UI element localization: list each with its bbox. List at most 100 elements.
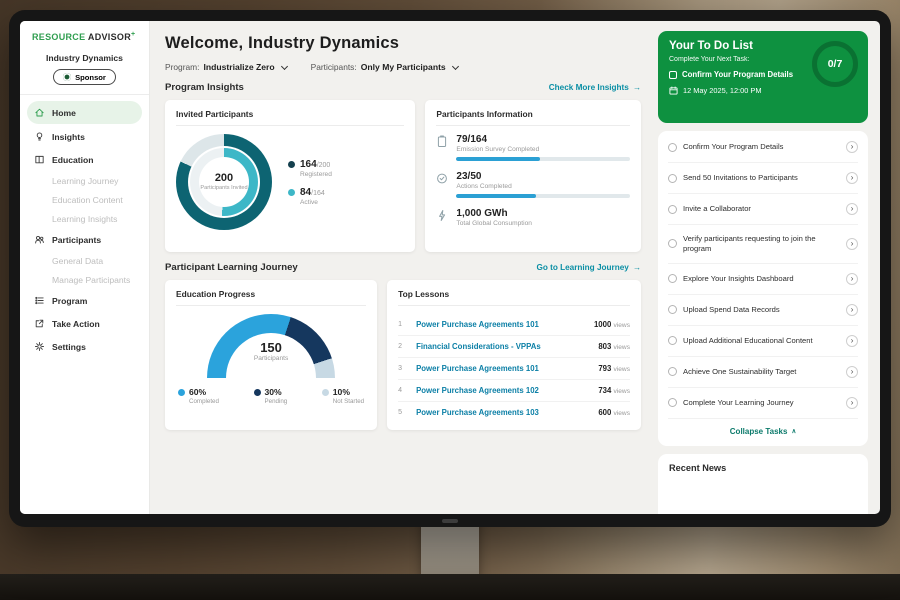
lesson-link[interactable]: Power Purchase Agreements 103 bbox=[416, 408, 539, 417]
app-logo: RESOURCE ADVISOR+ bbox=[20, 31, 149, 42]
chevron-right-icon: › bbox=[846, 203, 858, 215]
todo-next-task[interactable]: Confirm Your Program Details bbox=[669, 70, 857, 79]
todo-subtitle: Complete Your Next Task: bbox=[669, 56, 750, 63]
lesson-views-unit: views bbox=[613, 410, 631, 417]
task-checkbox[interactable] bbox=[668, 398, 677, 408]
sidebar-item-learning-journey[interactable]: Learning Journey bbox=[20, 171, 149, 190]
checkbox-icon[interactable] bbox=[669, 70, 677, 79]
org-name: Industry Dynamics bbox=[46, 53, 123, 63]
donut-center-value: 200 bbox=[214, 172, 234, 185]
todo-progress-value: 0/7 bbox=[827, 58, 843, 70]
lesson-views-unit: views bbox=[613, 388, 631, 395]
sponsor-badge[interactable]: Sponsor bbox=[53, 69, 116, 85]
sidebar-item-education-content[interactable]: Education Content bbox=[20, 190, 149, 209]
sidebar-item-program[interactable]: Program bbox=[20, 289, 149, 312]
sidebar-item-home[interactable]: Home bbox=[27, 101, 142, 124]
participants-filter[interactable]: Participants: Only My Participants bbox=[310, 62, 459, 72]
lesson-link[interactable]: Power Purchase Agreements 101 bbox=[416, 320, 539, 329]
task-label: Verify participants requesting to join t… bbox=[683, 234, 816, 253]
task-item[interactable]: Explore Your Insights Dashboard › bbox=[668, 264, 858, 295]
stat-value: 79/164 bbox=[456, 134, 488, 145]
lesson-rank: 2 bbox=[398, 343, 402, 350]
sidebar-item-general-data[interactable]: General Data bbox=[20, 251, 149, 270]
check-more-insights-link[interactable]: Check More Insights → bbox=[549, 83, 641, 92]
task-item[interactable]: Confirm Your Program Details › bbox=[668, 132, 858, 163]
sidebar-item-label: Participants bbox=[52, 234, 102, 245]
sidebar-item-manage-participants[interactable]: Manage Participants bbox=[20, 270, 149, 289]
lesson-row: 3 Power Purchase Agreements 101 793 view… bbox=[398, 358, 630, 380]
task-item[interactable]: Verify participants requesting to join t… bbox=[668, 225, 858, 264]
donut-legend: 164/200 Registered 84/164 Active bbox=[288, 150, 332, 215]
legend-item-completed: 60% Completed bbox=[178, 387, 219, 405]
task-item[interactable]: Invite a Collaborator › bbox=[668, 194, 858, 225]
sidebar-item-label: Education Content bbox=[52, 194, 123, 205]
lesson-views: 600 bbox=[598, 408, 612, 417]
lesson-views-unit: views bbox=[613, 322, 631, 329]
sidebar-item-label: Program bbox=[52, 295, 88, 306]
card-title: Top Lessons bbox=[398, 289, 630, 306]
stat-label: Emission Survey Completed bbox=[456, 146, 540, 153]
sidebar-item-label: Settings bbox=[52, 341, 86, 352]
logo-plus: + bbox=[131, 31, 136, 38]
task-checkbox[interactable] bbox=[668, 305, 677, 315]
active-value: 84 bbox=[300, 186, 312, 198]
chevron-right-icon: › bbox=[846, 141, 858, 153]
lesson-views: 1000 bbox=[593, 320, 612, 329]
chevron-right-icon: › bbox=[846, 303, 858, 316]
task-checkbox[interactable] bbox=[668, 336, 677, 346]
gauge-center-value: 150 bbox=[260, 340, 282, 355]
top-lessons-card: Top Lessons 1 Power Purchase Agreements … bbox=[387, 280, 641, 430]
info-row-survey: 79/164 Emission Survey Completed bbox=[436, 134, 630, 161]
task-item[interactable]: Send 50 Invitations to Participants › bbox=[668, 163, 858, 194]
sponsor-icon bbox=[63, 73, 72, 81]
lesson-link[interactable]: Power Purchase Agreements 101 bbox=[416, 364, 539, 373]
sidebar-item-learning-insights[interactable]: Learning Insights bbox=[20, 209, 149, 228]
collapse-tasks-link[interactable]: Collapse Tasks ∧ bbox=[668, 419, 858, 445]
sidebar-item-insights[interactable]: Insights bbox=[20, 125, 149, 148]
progress-bar-fill bbox=[456, 157, 540, 161]
chevron-right-icon: › bbox=[846, 272, 858, 285]
legend-item-not-started: 10% Not Started bbox=[321, 387, 364, 405]
task-checkbox[interactable] bbox=[668, 367, 677, 377]
task-checkbox[interactable] bbox=[668, 173, 677, 183]
task-item[interactable]: Upload Spend Data Records › bbox=[668, 295, 858, 326]
lesson-link[interactable]: Financial Considerations - VPPAs bbox=[416, 342, 541, 351]
sidebar-item-label: Learning Journey bbox=[52, 175, 119, 186]
registered-total: /200 bbox=[316, 161, 331, 169]
task-checkbox[interactable] bbox=[668, 142, 677, 152]
action-arrow-icon bbox=[34, 318, 45, 329]
logo-text-secondary: ADVISOR bbox=[87, 32, 131, 42]
task-checkbox[interactable] bbox=[668, 239, 677, 249]
link-label: Check More Insights bbox=[548, 83, 629, 92]
stat-label: Actions Completed bbox=[456, 183, 512, 190]
sponsor-label: Sponsor bbox=[75, 72, 106, 82]
task-checkbox[interactable] bbox=[668, 204, 677, 214]
donut-center-label: Participants Invited bbox=[200, 185, 248, 192]
program-filter[interactable]: Program: Industrialize Zero bbox=[165, 62, 288, 72]
sidebar-item-participants[interactable]: Participants bbox=[20, 228, 149, 251]
list-icon bbox=[34, 295, 45, 306]
lesson-views-unit: views bbox=[613, 344, 631, 351]
active-label: Active bbox=[300, 198, 318, 206]
check-circle-icon bbox=[436, 172, 448, 185]
participants-information-card: Participants Information 79/164 Emission… bbox=[425, 100, 641, 252]
chevron-down-icon bbox=[451, 62, 459, 70]
participants-filter-label: Participants: bbox=[310, 62, 357, 72]
progress-bar bbox=[456, 194, 630, 198]
todo-summary-card: Your To Do List Complete Your Next Task:… bbox=[658, 31, 868, 123]
task-checkbox[interactable] bbox=[668, 274, 677, 284]
sidebar-item-take-action[interactable]: Take Action bbox=[20, 312, 149, 335]
logo-text-primary: RESOURCE bbox=[32, 32, 86, 42]
sidebar-nav: Home Insights Education Learning Journey bbox=[20, 101, 149, 358]
task-item[interactable]: Complete Your Learning Journey › bbox=[668, 388, 858, 419]
sidebar-item-settings[interactable]: Settings bbox=[20, 335, 149, 358]
sidebar-item-label: Take Action bbox=[52, 318, 100, 329]
page-title: Welcome, Industry Dynamics bbox=[165, 34, 400, 52]
lesson-link[interactable]: Power Purchase Agreements 102 bbox=[416, 386, 539, 395]
task-item[interactable]: Upload Additional Educational Content › bbox=[668, 326, 858, 357]
task-item[interactable]: Achieve One Sustainability Target › bbox=[668, 357, 858, 388]
sidebar-item-education[interactable]: Education bbox=[20, 148, 149, 171]
task-label: Achieve One Sustainability Target bbox=[683, 366, 797, 376]
go-to-learning-journey-link[interactable]: Go to Learning Journey → bbox=[536, 263, 641, 272]
todo-task-list: Confirm Your Program Details › Send 50 I… bbox=[658, 131, 868, 446]
